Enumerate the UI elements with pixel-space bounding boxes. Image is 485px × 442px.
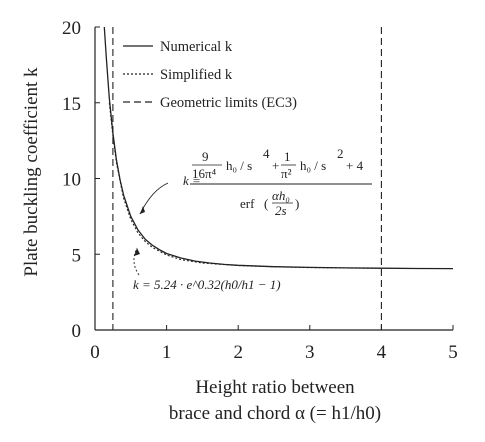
- series: [103, 26, 454, 330]
- x-tick-label: 1: [162, 342, 172, 363]
- eq1-arrow: [139, 182, 169, 215]
- x-axis-title-line2: brace and chord α (= h1/h0): [169, 403, 381, 424]
- y-axis-title: Plate buckling coefficient k: [21, 67, 42, 277]
- x-tick-label: 0: [90, 342, 100, 363]
- legend-label-simplified: Simplified k: [160, 67, 233, 83]
- eq1-den-arg-den: 2s: [275, 203, 287, 218]
- y-tick-label: 0: [72, 321, 82, 342]
- legend-label-geometric: Geometric limits (EC3): [160, 95, 297, 111]
- eq1-den-paren-open: (: [264, 196, 268, 211]
- x-tick-label: 5: [448, 342, 458, 363]
- y-tick-label: 20: [62, 18, 81, 39]
- eq1-arrowhead: [140, 206, 145, 214]
- eq1-den1: 16π⁴: [192, 166, 217, 181]
- eq1-num1: 9: [202, 149, 209, 164]
- eq1-paren2: h₀ / s: [300, 158, 326, 173]
- series-line-simplified: [108, 102, 382, 269]
- eq1-den2: π²: [281, 166, 292, 181]
- legend: Numerical k Simplified k Geometric limit…: [123, 39, 297, 111]
- eq1-paren1: h₀ / s: [226, 158, 252, 173]
- y-tick-label: 5: [72, 245, 82, 266]
- eq1-num2: 1: [284, 149, 291, 164]
- legend-label-numerical: Numerical k: [160, 39, 233, 55]
- x-axis-title-line1: Height ratio between: [195, 377, 355, 398]
- eq1-plus1: +: [272, 158, 279, 173]
- eq1-den-fn: erf: [240, 196, 255, 211]
- eq1-den-paren-close: ): [295, 196, 299, 211]
- equation-numerical: k = 9 16π⁴ h₀ / s 4 + 1 π² h₀ / s 2 + 4 …: [183, 146, 372, 218]
- eq1-pow1: 4: [263, 146, 270, 161]
- y-tick-label: 15: [62, 94, 81, 115]
- y-tick-label: 10: [62, 170, 81, 191]
- x-tick-label: 3: [305, 342, 315, 363]
- x-tick-label: 4: [377, 342, 387, 363]
- x-tick-label: 2: [233, 342, 243, 363]
- eq1-pow2: 2: [337, 146, 344, 161]
- eq2-arrowhead: [134, 248, 140, 256]
- eq1-tail: + 4: [346, 158, 364, 173]
- eq1-den-arg-num: αh₀: [272, 188, 290, 203]
- ticks: 0 1 2 3 4 5 0 5 10 15 20: [62, 18, 458, 363]
- eq2-label: k = 5.24 · e^0.32(h0/h1 − 1): [133, 277, 281, 292]
- series-line-numerical: [103, 26, 454, 270]
